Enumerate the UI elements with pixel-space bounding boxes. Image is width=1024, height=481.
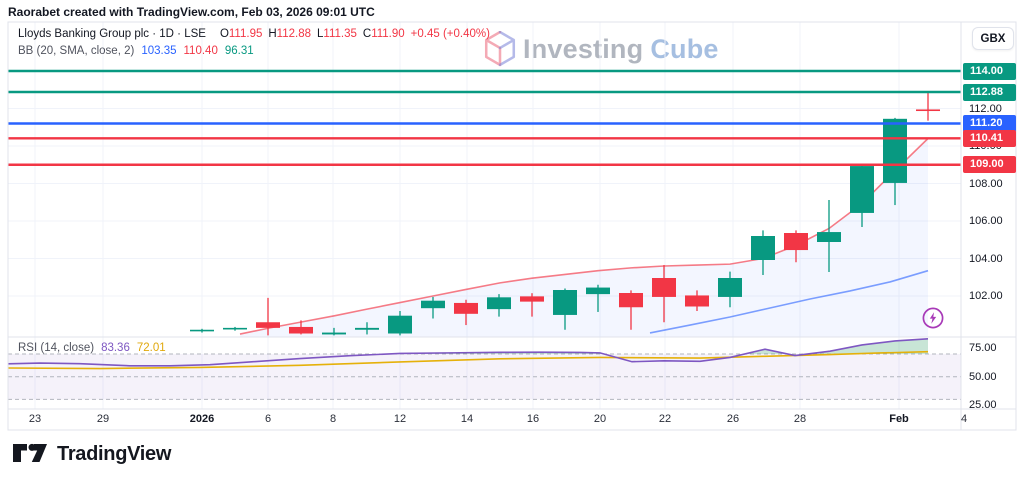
price-level-lines: [8, 69, 961, 166]
chart-chrome: [7, 21, 1017, 431]
lightning-icon[interactable]: [921, 306, 945, 330]
bollinger-upper-line: [239, 137, 929, 335]
candle: [619, 290, 643, 330]
attribution-text: Raorabet created with TradingView.com, F…: [8, 5, 375, 19]
candle: [289, 320, 313, 335]
candle: [553, 288, 577, 330]
high-label: H: [268, 28, 277, 40]
candle: [322, 327, 346, 336]
candle: [520, 293, 544, 317]
rsi-line: [8, 338, 929, 367]
candle: [850, 165, 874, 227]
symbol-legend: Lloyds Banking Group plc · 1D · LSE O111.…: [18, 26, 490, 60]
low-value: 111.35: [323, 28, 357, 40]
candle: [883, 117, 907, 206]
open-label: O: [219, 28, 229, 40]
candle: [916, 92, 940, 121]
open-value: 111.95: [228, 28, 263, 40]
tradingview-logo-text: TradingView: [57, 442, 172, 465]
candle: [652, 265, 676, 323]
close-value: 111.90: [371, 28, 405, 40]
candle: [487, 294, 511, 317]
rsi-legend: RSI (14, close) 83.36 72.01: [18, 342, 166, 354]
change-value: +0.45 (+0.40%): [410, 28, 490, 40]
candle: [817, 200, 841, 272]
bb-upper-value: 110.40: [183, 45, 218, 57]
tradingview-logo-icon: [13, 443, 47, 462]
watermark-investing-text: Investing: [523, 34, 644, 64]
candle: [256, 297, 280, 336]
tradingview-footer[interactable]: TradingView: [12, 442, 171, 466]
candle: [388, 311, 412, 336]
rsi-pane: [8, 338, 961, 400]
bb-basis-value: 103.35: [141, 45, 177, 57]
candle: [718, 271, 742, 308]
bb-legend-row: BB (20, SMA, close, 2) 103.35 110.40 96.31: [18, 43, 490, 60]
rsi-value: 83.36: [101, 342, 130, 354]
candle: [223, 326, 247, 331]
bb-lower-value: 96.31: [224, 45, 254, 57]
symbol-legend-row-1: Lloyds Banking Group plc · 1D · LSE O111.…: [18, 26, 490, 43]
symbol-title: Lloyds Banking Group plc · 1D · LSE: [18, 28, 206, 40]
high-value: 112.88: [276, 28, 311, 40]
candle: [454, 299, 478, 326]
candle: [355, 322, 379, 335]
candle: [784, 230, 808, 263]
candle: [190, 328, 214, 333]
rsi-indicator-label: RSI (14, close): [18, 342, 95, 354]
rsi-ma-line: [8, 350, 929, 370]
low-label: L: [317, 28, 324, 40]
rsi-ma-value: 72.01: [136, 342, 166, 354]
candle: [586, 284, 610, 312]
investingcube-watermark: Investing Cube: [484, 31, 719, 67]
watermark-cube-text: Cube: [650, 34, 719, 64]
cube-icon: [484, 31, 516, 67]
candle: [421, 296, 445, 319]
candle: [685, 290, 709, 311]
close-label: C: [362, 28, 372, 40]
bb-indicator-label: BB (20, SMA, close, 2): [18, 45, 135, 57]
candle: [751, 230, 775, 275]
rsi-overbought-fill: [744, 349, 788, 354]
bollinger-fill: [240, 138, 928, 337]
currency-toggle-button[interactable]: GBX: [972, 27, 1014, 50]
price-pane: [190, 92, 940, 337]
bollinger-basis-line: [649, 269, 929, 334]
gridlines: [8, 22, 961, 409]
